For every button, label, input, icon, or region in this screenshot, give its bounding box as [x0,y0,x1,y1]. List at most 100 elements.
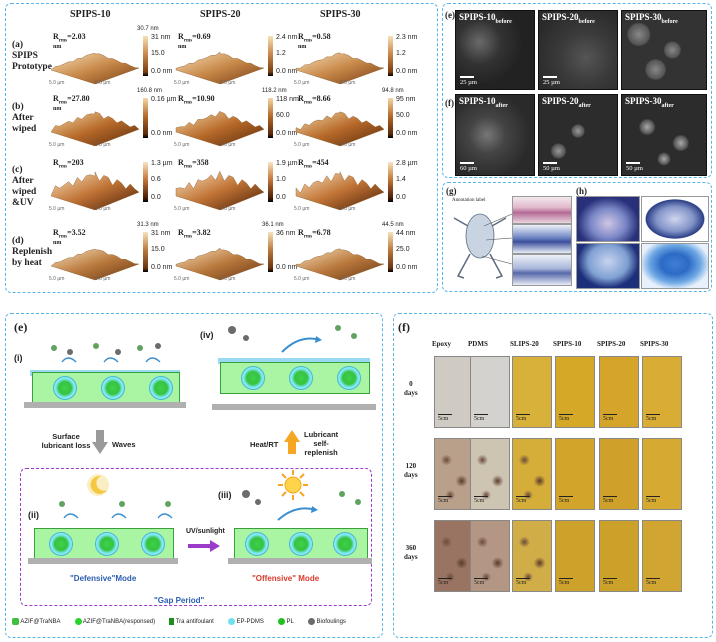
color-bar-tick: 1.9 µm [276,160,298,167]
color-bar [143,36,148,76]
color-bar-tick: 0.0 nm [396,68,418,75]
axis-tick: 5.0 µm [95,206,111,212]
coating-iv [220,362,370,394]
row-label-a: (a) SPIPS Prototype [12,40,52,72]
rms-label: Rrms=203 [53,158,84,170]
sample-photo: 5cm [555,520,595,592]
photos-label: (f) [398,320,410,334]
gap-period: "Gap Period" [154,596,205,605]
legend-azif: AZIF@TraNBA [12,618,61,625]
color-bar-tick: 1.2 [396,50,406,57]
color-bar-tick: 15.0 [151,246,165,253]
surface-max: 30.7 nm [137,26,159,32]
afm-surface [295,248,385,281]
substrate-iii [228,558,372,564]
sample-photo: 5cm [434,520,474,592]
sample-photo: 5cm [470,520,510,592]
photo-col-header: SPIPS-10 [553,340,582,348]
axis-tick: 5.0 µm [220,206,236,212]
rms-label: Rrms=8.66 [298,94,331,106]
microcapsule [149,376,173,400]
scheme-label: (e) [14,320,28,334]
color-bar [268,98,273,138]
legend-azif-responsed: AZIF@TraNBA(responsed) [74,618,155,625]
axis-tick: 5.0 µm [340,142,356,148]
axis-tick: 5.0 µm [174,276,190,282]
label-surface-loss: Surface lubricant loss [41,432,91,450]
axis-tick: 5.0 µm [49,80,65,86]
photo-col-header: SPIPS-30 [640,340,669,348]
surface-max: 31.3 nm [137,222,159,228]
coating-iii [234,528,368,560]
color-bar-tick: 0.0 nm [276,264,298,271]
biofouling-cluster-iv [228,325,357,353]
sample-photo: 5cm [599,520,639,592]
sem-panel [442,3,712,178]
color-bar-tick: 36 nm [276,230,296,237]
color-bar-tick: 25.0 [396,246,410,253]
rms-label: Rrms=3.82 [178,228,211,240]
sample-photo: 5cm [642,438,682,510]
label-uv: UV/sunlight [186,528,225,535]
right-arrow-icon [188,540,220,552]
sun-icon [278,470,308,500]
histo-h-1 [576,196,640,242]
axis-tick: 5.0 µm [49,206,65,212]
color-bar-tick: 44 nm [396,230,416,237]
microcapsule [289,532,313,556]
color-bar [268,232,273,272]
offensive-mode: "Offensive" Mode [252,574,320,583]
axis-tick: 5.0 µm [294,80,310,86]
step-i-label: (i) [14,353,23,363]
axis-tick: 5.0 µm [174,142,190,148]
color-bar-tick: 0.0 nm [151,68,173,75]
label-waves: Waves [112,440,136,449]
color-bar-tick: 15.0 [151,50,165,57]
microcapsule [95,532,119,556]
row-label-c: (c) After wiped &UV [12,165,37,208]
histo-g-slice-1 [512,196,572,224]
photo-row-label: 0 days [404,380,418,397]
microcapsule [101,376,125,400]
coating-ii [34,528,174,560]
histo-h-4 [641,243,709,289]
sample-photo: 5cm [642,356,682,428]
rms-label: Rrms=3.52 nm [53,228,86,246]
sample-photo: 5cm [512,356,552,428]
afm-surface [295,111,385,147]
sem-f2: SPIPS-20after 50 µm [538,94,618,176]
col-header-spips20: SPIPS-20 [200,9,241,20]
rms-label: Rrms=358 [178,158,209,170]
microcapsule [289,366,313,390]
sem-e2: SPIPS-20before 25 µm [538,10,618,90]
rms-label: Rrms=454 [298,158,329,170]
frog-diagram [453,213,512,279]
axis-tick: 5.0 µm [174,80,190,86]
color-bar-tick: 0.0 nm [276,68,298,75]
photo-row-label: 120 days [404,462,418,479]
surface-max: 36.1 nm [262,222,284,228]
sample-photo: 5cm [470,356,510,428]
sem-f1: SPIPS-10after 60 µm [455,94,535,176]
afm-surface [50,171,140,211]
substrate-ii [28,558,178,564]
color-bar-tick: 2.4 nm [276,34,298,41]
surface-max: 94.8 nm [382,88,404,94]
histo-h-label: (h) [576,186,587,196]
microcapsule [245,532,269,556]
surface-max: 160.8 nm [137,88,163,94]
color-bar-tick: 2.8 µm [396,160,418,167]
color-bar-tick: 31 nm [151,34,171,41]
afm-surface [50,52,140,85]
color-bar-tick: 1.0 [276,176,286,183]
histo-h-3 [576,243,640,289]
afm-surface [175,247,265,281]
afm-surface [175,110,265,147]
axis-tick: 5.0 µm [340,276,356,282]
histo-g-slice-3 [512,254,572,286]
afm-surface [50,248,140,281]
color-bar [388,36,393,76]
col-header-spips10: SPIPS-10 [70,9,111,20]
sample-photo: 5cm [434,438,474,510]
coating-i [32,372,180,404]
